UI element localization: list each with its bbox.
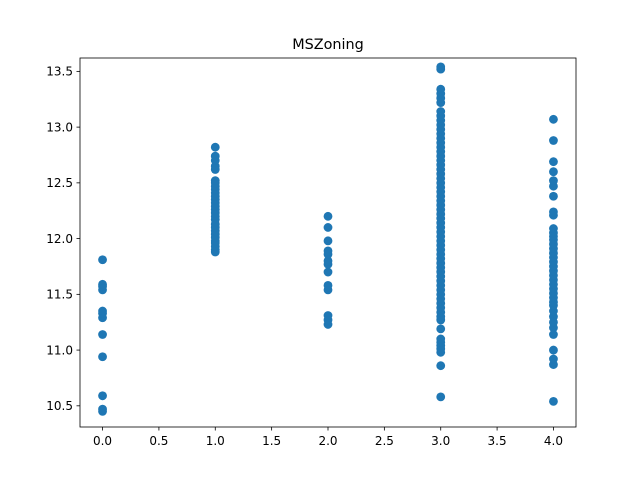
data-point bbox=[549, 207, 558, 217]
data-point bbox=[549, 157, 558, 167]
y-tick-label: 12.5 bbox=[46, 176, 73, 190]
data-point bbox=[98, 279, 107, 289]
data-point bbox=[323, 236, 333, 246]
data-point bbox=[436, 361, 446, 371]
data-point bbox=[549, 354, 558, 364]
x-tick-label: 2.5 bbox=[375, 434, 394, 448]
x-tick-label: 1.5 bbox=[262, 434, 281, 448]
data-point bbox=[549, 224, 558, 233]
x-tick-label: 1.0 bbox=[206, 434, 225, 448]
data-point bbox=[210, 176, 220, 186]
data-point bbox=[436, 62, 446, 72]
data-point bbox=[210, 151, 220, 161]
y-tick-label: 10.5 bbox=[46, 399, 73, 413]
data-point bbox=[549, 167, 558, 177]
y-tick-label: 12.0 bbox=[46, 232, 73, 246]
chart-title: MSZoning bbox=[292, 37, 364, 53]
data-point bbox=[323, 311, 333, 320]
data-point bbox=[323, 223, 333, 232]
data-point bbox=[98, 404, 107, 414]
data-point bbox=[323, 211, 333, 221]
data-point bbox=[436, 324, 446, 334]
data-point bbox=[549, 176, 558, 186]
data-point bbox=[323, 246, 333, 256]
data-point bbox=[323, 281, 333, 290]
data-point bbox=[549, 114, 558, 124]
x-tick-label: 0.0 bbox=[93, 434, 112, 448]
data-point bbox=[549, 191, 558, 201]
y-tick-label: 11.5 bbox=[46, 288, 73, 302]
y-tick-label: 13.0 bbox=[46, 120, 73, 134]
y-tick-label: 11.0 bbox=[46, 343, 73, 357]
data-point bbox=[549, 330, 558, 339]
x-tick-label: 3.5 bbox=[488, 434, 507, 448]
data-point bbox=[436, 84, 446, 94]
data-point bbox=[549, 396, 558, 406]
x-tick-label: 3.0 bbox=[431, 434, 450, 448]
data-point bbox=[549, 345, 558, 355]
x-tick-label: 4.0 bbox=[544, 434, 563, 448]
data-point bbox=[323, 267, 333, 277]
x-tick-label: 0.5 bbox=[149, 434, 168, 448]
y-tick-label: 13.5 bbox=[46, 65, 73, 79]
data-point bbox=[210, 142, 220, 152]
data-point bbox=[436, 392, 446, 402]
data-point bbox=[98, 391, 107, 401]
data-point bbox=[436, 334, 446, 344]
data-point bbox=[436, 107, 446, 116]
data-point bbox=[98, 255, 107, 265]
axes-layer: 0.0 0.5 1.0 1.5 2.0 2.5 3.0 3.5 4.0 10.5 11.0 11.5 1… bbox=[46, 57, 577, 448]
points-layer bbox=[98, 62, 558, 416]
data-point bbox=[98, 330, 107, 339]
data-point bbox=[323, 256, 333, 266]
data-point bbox=[98, 352, 107, 362]
x-tick-label: 2.0 bbox=[318, 434, 337, 448]
data-point bbox=[549, 136, 558, 145]
data-point bbox=[98, 306, 107, 316]
